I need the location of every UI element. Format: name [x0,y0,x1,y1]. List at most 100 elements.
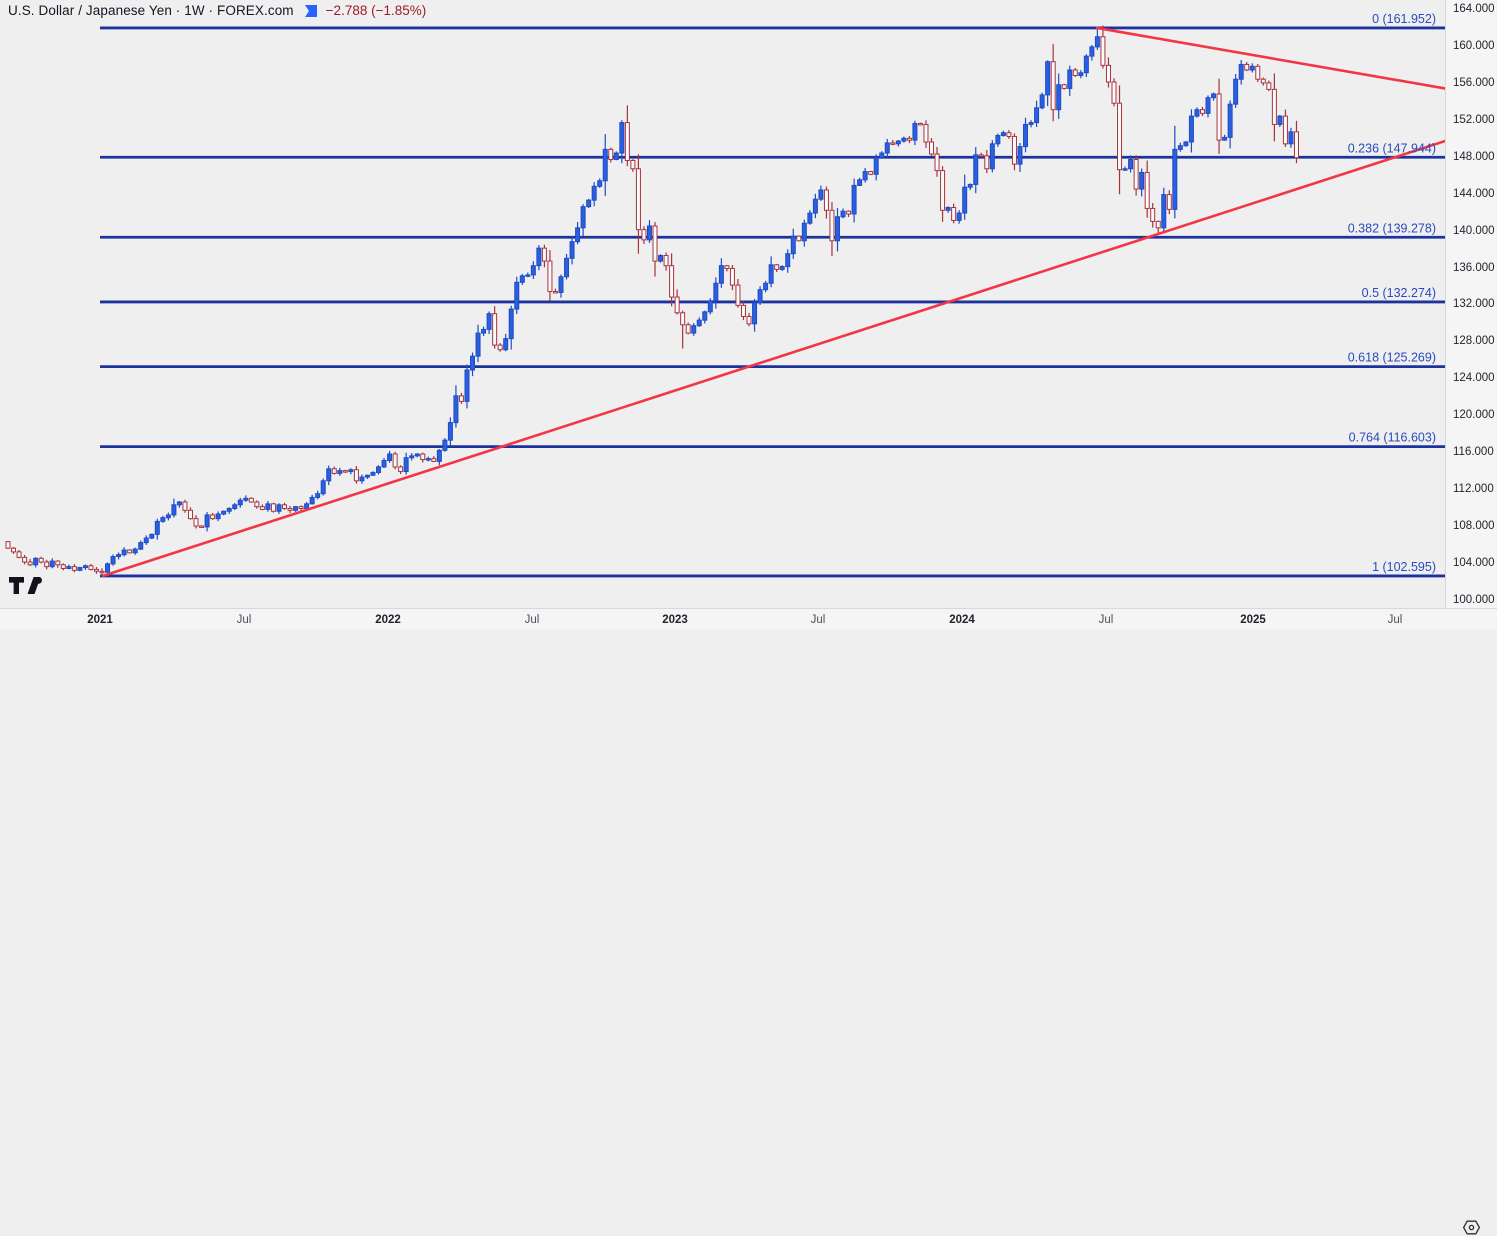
candle-up [370,471,376,476]
candle-down [624,122,630,161]
candle-down [1166,194,1172,210]
candle-up [962,186,968,214]
candle-down [729,267,735,286]
candle-up [586,199,592,208]
candle-up [403,457,409,473]
candle-up [790,235,796,255]
candle-up [591,185,597,201]
candle-up [525,274,531,277]
candle-up [707,300,713,313]
flag-marker-icon[interactable] [304,4,318,18]
candle-up [1233,78,1239,105]
symbol-title[interactable]: U.S. Dollar / Japanese Yen · 1W · FOREX.… [8,3,294,18]
candle-down [1105,64,1111,83]
y-axis-label: 156.000 [1453,76,1495,89]
candle-up [840,210,846,218]
candle-up [1288,131,1294,145]
candle-down [641,229,647,241]
tradingview-logo[interactable] [9,576,46,595]
candle-down [22,556,28,563]
candle-up [1056,84,1062,111]
candle-down [199,525,205,528]
candle-up [763,282,769,291]
fib-level-label: 1 (102.595) [1372,560,1436,574]
y-axis-label: 128.000 [1453,335,1495,348]
candle-up [116,554,122,557]
candle-down [210,514,216,520]
candle-down [906,137,912,141]
fib-level-label: 0.618 (125.269) [1348,351,1436,365]
candle-down [547,260,553,293]
trendline-falling-resistance[interactable] [1095,26,1445,90]
candle-up [320,480,326,495]
candle-up [912,123,918,141]
symbol-legend[interactable]: U.S. Dollar / Japanese Yen · 1W · FOREX.… [8,3,426,18]
candle-down [1072,69,1078,77]
candle-down [182,501,188,511]
candle-down [99,570,105,574]
candle-up [558,276,564,293]
candle-down [60,564,66,569]
scale-settings-icon[interactable] [1462,1219,1481,1236]
candle-up [1078,72,1084,77]
candle-down [608,148,614,161]
fib-level-label: 0 (161.952) [1372,12,1436,26]
candle-up [475,332,481,357]
candle-up [514,281,520,310]
candle-up [812,198,818,214]
candle-down [1100,36,1106,66]
candle-down [541,247,547,262]
trendline-rising-support[interactable] [101,139,1445,578]
price-axis[interactable]: 164.000 160.000 156.000 152.000 148.000 144.0… [1445,0,1497,608]
chart-pane[interactable]: 0 (161.952) 0.236 (147.944) 0.382 (139.278… [0,0,1445,608]
candle-up [304,503,310,509]
candle-down [868,171,874,175]
candle-up [658,255,664,262]
candle-up [1034,107,1040,124]
candle-up [989,143,995,170]
price-chart-canvas[interactable]: 0 (161.952) 0.236 (147.944) 0.382 (139.278… [0,0,1445,608]
candle-down [652,225,658,262]
candle-up [1249,65,1255,71]
candle-down [1111,81,1117,104]
candle-up [425,458,431,461]
candle-up [326,468,332,482]
time-axis[interactable]: 2021 Jul 2022 Jul 2023 Jul 2024 Jul 2025 Jul [0,608,1497,1235]
candle-up [33,557,39,566]
candle-up [359,476,365,482]
candle-down [917,123,923,126]
candle-down [829,209,835,242]
candle-down [746,315,752,325]
y-axis-label: 120.000 [1453,409,1495,422]
candle-down [923,123,929,143]
candle-up [1000,132,1006,137]
candle-up [309,496,315,505]
candle-up [1194,109,1200,117]
candle-up [757,289,763,304]
candle-down [635,168,641,231]
y-axis-label: 100.000 [1453,593,1495,606]
candle-up [835,216,840,242]
x-axis-label: Jul [1098,613,1114,626]
candle-up [171,504,177,516]
x-axis-label: Jul [810,613,826,626]
candle-down [392,453,398,468]
candle-down [1271,88,1277,125]
candle-down [680,312,686,326]
candle-down [1255,65,1261,80]
candle-up [1188,115,1194,143]
candle-up [879,152,885,159]
candle-up [580,206,586,229]
candle-up [768,264,774,284]
candle-down [497,344,503,351]
candle-down [1133,159,1139,190]
candle-down [1061,84,1067,89]
candle-up [436,449,442,462]
candle-down [1260,78,1266,84]
candle-up [536,247,542,267]
candle-up [165,514,171,519]
candle-up [160,517,166,522]
fib-level-label: 0.382 (139.278) [1348,221,1436,235]
candle-up [1227,103,1233,138]
candle-up [967,183,973,188]
